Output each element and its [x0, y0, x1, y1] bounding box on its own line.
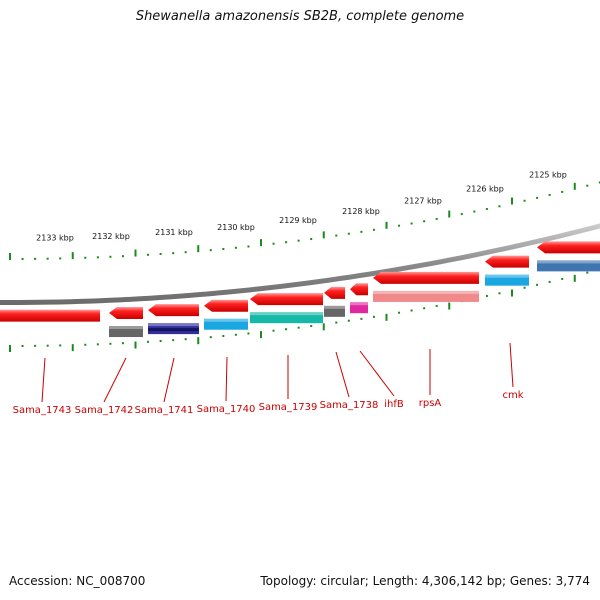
scale-label: 2132 kbp: [92, 232, 130, 241]
accession-text: Accession: NC_008700: [9, 574, 146, 588]
scale-labels: 2133 kbp 2132 kbp 2131 kbp 2130 kbp 2129 kbp…: [36, 170, 567, 242]
scale-label: 2131 kbp: [155, 228, 193, 237]
protein-domain-highlight: [537, 260, 600, 264]
gene-label: Sama_1739: [259, 402, 318, 413]
protein-domain-highlight: [109, 326, 143, 330]
gene-arrow: [109, 307, 143, 320]
gene-arrow: [537, 241, 600, 254]
scale-label: 2129 kbp: [279, 216, 317, 225]
gene-arrow: [204, 299, 248, 312]
protein-domain-highlight: [324, 305, 345, 309]
protein-domain: [109, 326, 143, 338]
gene-label: rpsA: [419, 398, 442, 409]
gene-arrow: [250, 293, 323, 306]
gene-arrow: [0, 309, 100, 322]
scale-label: 2130 kbp: [217, 223, 255, 232]
protein-domain: [537, 260, 600, 272]
scale-label: 2128 kbp: [342, 207, 380, 216]
gene-arrow: [485, 255, 529, 268]
protein-domain-highlight: [350, 302, 368, 306]
gene-leader-line: [225, 356, 228, 402]
gene-label: Sama_1738: [320, 400, 379, 411]
gene-leader-line: [509, 342, 514, 388]
gene-label: ihfB: [384, 399, 404, 410]
protein-domain-band: [148, 328, 199, 332]
protein-domain: [373, 290, 479, 302]
gene-arrow: [373, 271, 479, 284]
gene-arrow: [324, 286, 345, 299]
protein-domain: [485, 274, 529, 286]
scale-ticks-top: [9, 181, 600, 260]
gene-label: Sama_1742: [75, 405, 134, 416]
gene-leader-line: [103, 357, 127, 403]
protein-domain: [324, 305, 345, 317]
gene-leader-line: [335, 351, 350, 398]
protein-domain: [250, 312, 323, 324]
gene-track: [0, 241, 600, 322]
genome-title: Shewanella amazonensis SB2B, complete ge…: [135, 9, 465, 24]
gene-arrow: [148, 304, 199, 317]
topology-text: Topology: circular; Length: 4,306,142 bp…: [260, 574, 590, 588]
scale-label: 2126 kbp: [466, 184, 504, 193]
domain-track: [109, 260, 600, 338]
protein-domain-highlight: [373, 290, 479, 294]
gene-arrow: [350, 283, 368, 296]
protein-domain-highlight: [148, 323, 199, 327]
gene-label: cmk: [502, 390, 523, 401]
protein-domain: [204, 318, 248, 330]
gene-leader-line: [163, 357, 175, 403]
gene-leader-line: [359, 350, 395, 397]
protein-domain: [350, 302, 368, 314]
gene-label: Sama_1740: [197, 404, 256, 415]
gene-label: Sama_1743: [13, 405, 72, 416]
protein-domain-highlight: [250, 312, 323, 316]
scale-label: 2125 kbp: [529, 170, 567, 179]
scale-label: 2127 kbp: [404, 196, 442, 205]
protein-domain-highlight: [204, 318, 248, 322]
gene-label-leaders: [41, 342, 514, 403]
gene-label: Sama_1741: [135, 405, 194, 416]
protein-domain-highlight: [485, 274, 529, 278]
gene-leader-line: [41, 357, 46, 403]
gene-labels: Sama_1743 Sama_1742 Sama_1741 Sama_1740 Sama…: [13, 390, 524, 416]
scale-label: 2133 kbp: [36, 234, 74, 243]
